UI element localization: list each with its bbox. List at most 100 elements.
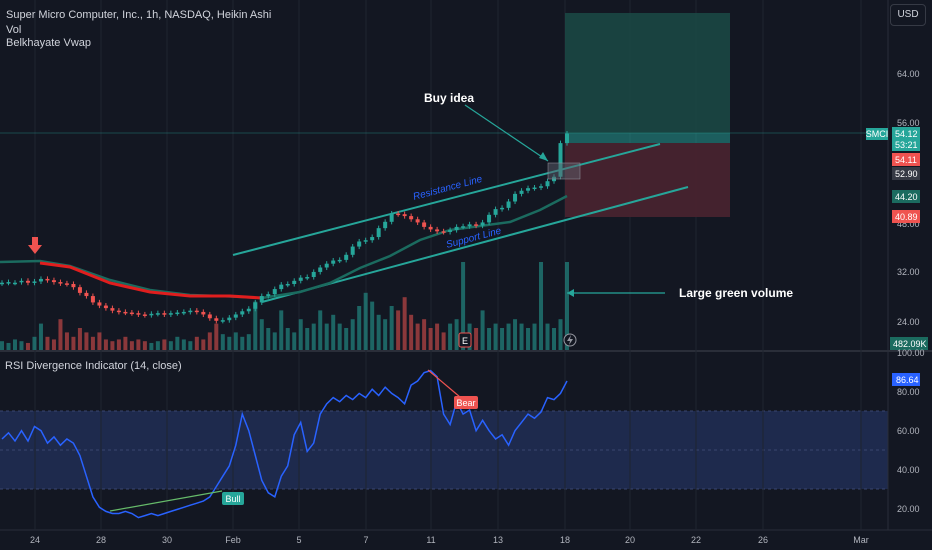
buy-idea-arrow bbox=[464, 104, 549, 162]
buy-idea-label: Buy idea bbox=[424, 91, 474, 105]
volume-bar bbox=[370, 301, 375, 350]
candle-body bbox=[149, 313, 154, 316]
vwap-indicator-label[interactable]: Belkhayate Vwap bbox=[6, 37, 91, 49]
candle-body bbox=[136, 313, 141, 315]
volume-bar bbox=[220, 334, 225, 350]
bull-divergence-line bbox=[109, 490, 223, 512]
volume-bar bbox=[38, 323, 43, 350]
rsi-line bbox=[1, 369, 568, 519]
symbol-price-label[interactable]: SMCI bbox=[866, 128, 889, 140]
candle-body bbox=[25, 280, 30, 283]
volume-bar bbox=[181, 339, 186, 350]
candle-body bbox=[58, 282, 63, 284]
candle-body bbox=[181, 311, 186, 314]
svg-text:53:21: 53:21 bbox=[895, 140, 918, 150]
volume-bar bbox=[532, 323, 537, 350]
svg-text:Bull: Bull bbox=[225, 494, 240, 504]
candle-body bbox=[402, 214, 407, 217]
time-tick: 13 bbox=[493, 535, 503, 545]
candle-body bbox=[370, 237, 375, 241]
candle-body bbox=[51, 280, 56, 283]
rsi-tick: 20.00 bbox=[897, 504, 920, 514]
volume-bar bbox=[506, 323, 511, 350]
volume-bar bbox=[461, 262, 466, 350]
volume-bar bbox=[116, 339, 121, 350]
time-tick: 5 bbox=[296, 535, 301, 545]
earnings-marker[interactable]: E bbox=[458, 332, 472, 348]
time-tick: 11 bbox=[426, 535, 435, 545]
candle-body bbox=[344, 254, 349, 260]
candle-body bbox=[123, 311, 128, 314]
event-bolt-icon[interactable] bbox=[563, 333, 577, 347]
long-position-stop-zone[interactable] bbox=[565, 143, 730, 217]
candle-body bbox=[389, 213, 394, 222]
volume-bar bbox=[298, 319, 303, 350]
volume-bar bbox=[149, 342, 154, 350]
long-position-target-zone[interactable] bbox=[565, 13, 730, 133]
time-tick: 26 bbox=[758, 535, 768, 545]
volume-bar bbox=[64, 332, 69, 350]
svg-text:Bear: Bear bbox=[456, 398, 475, 408]
resistance-trendline[interactable] bbox=[232, 143, 661, 256]
chart-title[interactable]: Super Micro Computer, Inc., 1h, NASDAQ, … bbox=[6, 9, 272, 21]
last-price-label[interactable]: 54.12 53:21 bbox=[892, 127, 920, 151]
candle-body bbox=[331, 260, 336, 264]
svg-text:40.89: 40.89 bbox=[895, 212, 918, 222]
time-tick: 20 bbox=[625, 535, 635, 545]
candle-body bbox=[318, 267, 323, 272]
candle-body bbox=[116, 310, 121, 313]
currency-button[interactable]: USD bbox=[890, 4, 926, 26]
volume-bar bbox=[415, 323, 420, 350]
candle-body bbox=[526, 188, 531, 191]
volume-bar bbox=[565, 262, 569, 350]
entry-highlight-box[interactable] bbox=[547, 162, 581, 180]
candle-body bbox=[305, 277, 310, 279]
candle-body bbox=[428, 226, 433, 230]
candle-body bbox=[38, 278, 43, 282]
volume-bar bbox=[285, 328, 290, 350]
svg-text:44.20: 44.20 bbox=[895, 192, 918, 202]
svg-text:52.90: 52.90 bbox=[895, 169, 918, 179]
time-tick: 28 bbox=[96, 535, 106, 545]
time-tick: 30 bbox=[162, 535, 172, 545]
candle-body bbox=[558, 143, 563, 177]
volume-indicator-label[interactable]: Vol bbox=[6, 24, 22, 36]
volume-bar bbox=[227, 336, 232, 350]
candle-body bbox=[129, 312, 134, 315]
candle-body bbox=[253, 302, 258, 309]
candle-body bbox=[168, 313, 173, 315]
candle-body bbox=[259, 296, 264, 303]
volume-bar bbox=[441, 332, 446, 350]
rsi-current-label: 86.64 bbox=[892, 373, 920, 386]
large-volume-arrowhead bbox=[567, 289, 574, 297]
candle-body bbox=[227, 317, 232, 321]
volume-bar bbox=[389, 306, 394, 350]
candle-body bbox=[409, 216, 414, 220]
time-tick: 22 bbox=[691, 535, 701, 545]
candle-body bbox=[175, 312, 180, 315]
volume-bar bbox=[448, 323, 453, 350]
candle-body bbox=[357, 241, 362, 247]
volume-bar bbox=[500, 328, 505, 350]
volume-bar bbox=[480, 310, 485, 350]
candle-body bbox=[454, 226, 459, 231]
volume-bar bbox=[233, 332, 238, 350]
svg-text:482.09K: 482.09K bbox=[893, 339, 927, 349]
candle-body bbox=[214, 318, 219, 321]
svg-text:SMCI: SMCI bbox=[866, 129, 889, 139]
vwap-line bbox=[0, 194, 568, 300]
volume-bar bbox=[155, 341, 160, 350]
volume-bar bbox=[25, 342, 30, 350]
volume-bar bbox=[519, 323, 524, 350]
candle-body bbox=[279, 284, 284, 290]
candle-body bbox=[97, 302, 102, 306]
price-tick: 48.00 bbox=[897, 219, 920, 229]
volume-bar bbox=[344, 328, 349, 350]
volume-bar bbox=[201, 339, 206, 350]
long-position-entry-zone[interactable] bbox=[565, 133, 730, 143]
rsi-indicator-title[interactable]: RSI Divergence Indicator (14, close) bbox=[5, 360, 182, 372]
candle-body bbox=[233, 314, 238, 318]
candle-body bbox=[0, 282, 4, 285]
svg-text:E: E bbox=[462, 336, 468, 346]
